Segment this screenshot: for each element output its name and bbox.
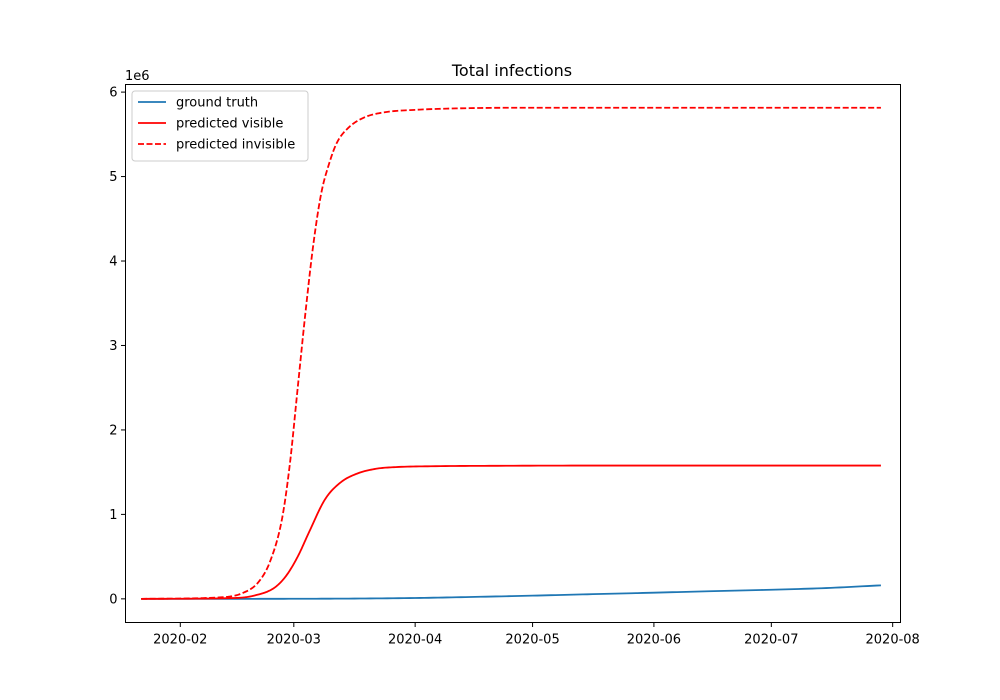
series-layer <box>141 106 881 600</box>
legend-label: predicted visible <box>176 117 283 132</box>
y-tick-label: 3 <box>109 339 117 354</box>
y-tick-label: 6 <box>109 86 117 101</box>
axes-layer: 2020-02 2020-03 2020-04 2020-05 2020-06 2020-… <box>109 86 920 648</box>
x-tick-label: 2020-08 <box>866 633 920 648</box>
series-line-0 <box>141 584 881 600</box>
y-tick-label: 1 <box>109 508 117 523</box>
legend-box <box>131 90 309 162</box>
y-tick-label: 0 <box>109 592 117 607</box>
plot-frame <box>125 84 901 623</box>
x-tick-label: 2020-07 <box>744 633 798 648</box>
y-offset-label: 1e6 <box>125 69 150 84</box>
x-tick-label: 2020-04 <box>388 633 442 648</box>
x-tick-label: 2020-03 <box>267 633 321 648</box>
y-tick-label: 2 <box>109 423 117 438</box>
legend: ground truth predicted visible predicted i… <box>131 90 309 162</box>
x-tick-label: 2020-05 <box>505 633 559 648</box>
series-line-2 <box>141 106 881 600</box>
x-tick-label: 2020-06 <box>627 633 681 648</box>
series-line-1 <box>141 464 881 600</box>
legend-label: predicted invisible <box>176 138 295 153</box>
y-tick-label: 5 <box>109 170 117 185</box>
y-tick-label: 4 <box>109 255 117 270</box>
x-tick-label: 2020-02 <box>153 633 207 648</box>
plot-area <box>125 84 901 623</box>
legend-label: ground truth <box>176 96 258 111</box>
chart-title: Total infections <box>451 61 572 80</box>
